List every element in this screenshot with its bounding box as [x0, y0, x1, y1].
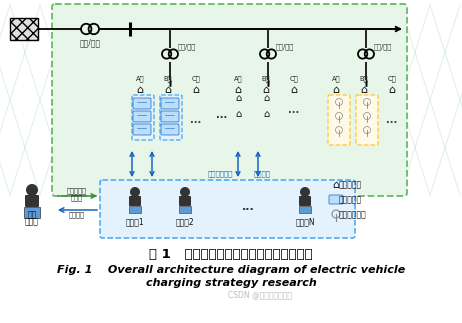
FancyBboxPatch shape: [129, 196, 141, 206]
Bar: [24, 207, 40, 218]
Text: A相: A相: [234, 76, 242, 82]
Text: 配电: 配电: [27, 211, 36, 220]
Text: ...: ...: [190, 115, 201, 125]
Text: ⌂: ⌂: [235, 93, 241, 103]
Circle shape: [180, 187, 190, 197]
Text: 运营商: 运营商: [25, 217, 39, 226]
Text: 价格、激励: 价格、激励: [67, 188, 87, 194]
FancyBboxPatch shape: [160, 95, 182, 140]
Text: C相: C相: [388, 76, 396, 82]
Text: ...: ...: [288, 105, 300, 115]
FancyBboxPatch shape: [299, 196, 311, 206]
Circle shape: [130, 187, 140, 197]
Text: CSDN @电网论文源程序: CSDN @电网论文源程序: [228, 290, 292, 299]
Text: ⌂: ⌂: [234, 85, 242, 95]
Text: A相: A相: [136, 76, 144, 82]
FancyBboxPatch shape: [133, 98, 151, 109]
Text: B相: B相: [164, 76, 172, 82]
FancyBboxPatch shape: [356, 95, 378, 145]
FancyBboxPatch shape: [52, 4, 407, 196]
FancyBboxPatch shape: [133, 124, 151, 135]
Text: ⌂: ⌂: [263, 93, 269, 103]
Text: ...: ...: [216, 110, 228, 120]
Text: ⌂: ⌂: [333, 180, 340, 190]
Text: ⌂: ⌂: [262, 85, 269, 95]
Text: 电动汽车信息: 电动汽车信息: [207, 171, 233, 177]
Text: ⌂: ⌂: [235, 109, 241, 119]
FancyBboxPatch shape: [161, 98, 179, 109]
Text: ：电动汽车: ：电动汽车: [339, 195, 362, 204]
Text: 聚合商1: 聚合商1: [126, 217, 144, 226]
Text: ⌂: ⌂: [136, 85, 144, 95]
Circle shape: [300, 187, 310, 197]
Text: 高压/中压: 高压/中压: [79, 38, 101, 47]
Text: 等信息: 等信息: [71, 195, 83, 201]
Circle shape: [26, 184, 38, 196]
Text: 中压/低压: 中压/低压: [276, 44, 294, 50]
Text: ⌂: ⌂: [263, 109, 269, 119]
Text: ⌂: ⌂: [333, 85, 340, 95]
FancyBboxPatch shape: [161, 111, 179, 122]
Text: 充电策略: 充电策略: [69, 212, 85, 218]
Text: C相: C相: [290, 76, 298, 82]
FancyBboxPatch shape: [161, 124, 179, 135]
FancyBboxPatch shape: [132, 95, 154, 140]
Text: ⌂: ⌂: [164, 85, 171, 95]
Text: ：新能源机组: ：新能源机组: [339, 211, 367, 220]
Bar: [10, 18, 38, 40]
Text: ⌂: ⌂: [291, 85, 298, 95]
FancyBboxPatch shape: [328, 95, 350, 145]
Text: Fig. 1    Overall architecture diagram of electric vehicle: Fig. 1 Overall architecture diagram of e…: [57, 265, 405, 275]
Text: B相: B相: [360, 76, 368, 82]
Text: ⌂: ⌂: [193, 85, 200, 95]
Text: ...: ...: [242, 202, 255, 212]
Text: C相: C相: [192, 76, 201, 82]
Text: ...: ...: [386, 115, 398, 125]
Text: 图 1   电动汽车充电策略研究的整体架构图: 图 1 电动汽车充电策略研究的整体架构图: [149, 247, 313, 261]
FancyBboxPatch shape: [179, 196, 191, 206]
Text: A相: A相: [332, 76, 340, 82]
FancyBboxPatch shape: [329, 195, 343, 204]
FancyBboxPatch shape: [100, 180, 355, 238]
Text: 聚合商N: 聚合商N: [295, 217, 315, 226]
Text: 充电策略: 充电策略: [254, 171, 270, 177]
Text: ⌂: ⌂: [389, 85, 395, 95]
Text: 中压/低压: 中压/低压: [374, 44, 392, 50]
Text: 中压/低压: 中压/低压: [178, 44, 196, 50]
Bar: [299, 206, 311, 213]
Bar: [179, 206, 191, 213]
Text: B相: B相: [262, 76, 270, 82]
Text: charging strategy research: charging strategy research: [146, 278, 316, 288]
Text: ：基础负荷: ：基础负荷: [339, 181, 362, 190]
Text: 聚合商2: 聚合商2: [176, 217, 195, 226]
FancyBboxPatch shape: [133, 111, 151, 122]
Text: ⌂: ⌂: [360, 85, 368, 95]
FancyBboxPatch shape: [25, 195, 39, 207]
Bar: [129, 206, 141, 213]
